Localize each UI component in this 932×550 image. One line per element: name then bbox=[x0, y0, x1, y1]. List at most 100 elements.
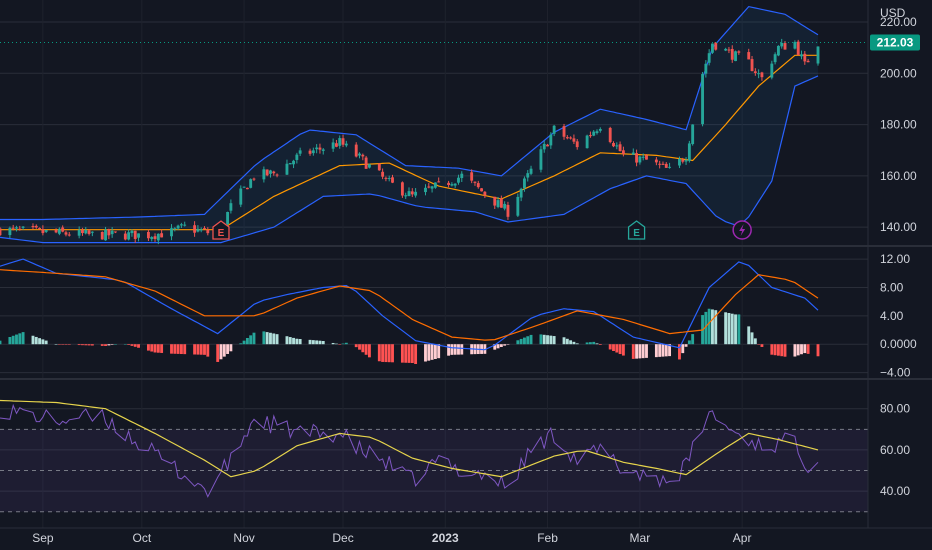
candle[interactable] bbox=[400, 181, 404, 198]
candle[interactable] bbox=[780, 38, 784, 49]
candle[interactable] bbox=[137, 233, 140, 242]
candle[interactable] bbox=[757, 69, 761, 79]
candle[interactable] bbox=[615, 142, 619, 150]
candle[interactable] bbox=[691, 124, 695, 146]
candle[interactable] bbox=[21, 226, 25, 230]
candle[interactable] bbox=[364, 155, 368, 169]
candle[interactable] bbox=[711, 43, 714, 54]
candle[interactable] bbox=[183, 221, 187, 227]
candle[interactable] bbox=[203, 226, 206, 230]
candle[interactable] bbox=[275, 173, 279, 178]
candle[interactable] bbox=[539, 145, 543, 173]
bollinger-upper-line[interactable] bbox=[0, 5, 819, 221]
candle[interactable] bbox=[77, 226, 81, 239]
candle[interactable] bbox=[473, 181, 477, 186]
candle[interactable] bbox=[460, 171, 464, 182]
candle[interactable] bbox=[354, 142, 358, 158]
candle[interactable] bbox=[701, 71, 704, 127]
candle[interactable] bbox=[681, 157, 685, 164]
candle[interactable] bbox=[569, 136, 573, 140]
candle[interactable] bbox=[562, 123, 566, 140]
price-axis[interactable]: USD 140.00 160.00 180.00 200.00 220.00 12.00 8… bbox=[880, 6, 917, 498]
candle[interactable] bbox=[678, 156, 681, 169]
candle[interactable] bbox=[170, 224, 173, 241]
candle[interactable] bbox=[776, 45, 780, 57]
candle[interactable] bbox=[38, 227, 42, 230]
candle[interactable] bbox=[727, 46, 731, 54]
bollinger-lower-line[interactable] bbox=[0, 75, 819, 244]
candle[interactable] bbox=[753, 68, 757, 76]
candle[interactable] bbox=[295, 152, 299, 164]
candle[interactable] bbox=[285, 159, 289, 175]
candle[interactable] bbox=[427, 183, 431, 189]
candle[interactable] bbox=[542, 140, 546, 153]
candle[interactable] bbox=[193, 221, 197, 237]
candle[interactable] bbox=[315, 144, 319, 154]
candle[interactable] bbox=[265, 169, 269, 177]
candle[interactable] bbox=[635, 149, 639, 167]
candle[interactable] bbox=[730, 45, 734, 63]
rsi-ma-line[interactable] bbox=[0, 399, 819, 478]
candle[interactable] bbox=[529, 165, 533, 176]
candle[interactable] bbox=[424, 184, 427, 196]
candle[interactable] bbox=[361, 153, 365, 161]
candle[interactable] bbox=[737, 50, 741, 55]
candle[interactable] bbox=[608, 126, 612, 144]
candle[interactable] bbox=[127, 229, 131, 241]
candle[interactable] bbox=[249, 178, 253, 189]
candle[interactable] bbox=[15, 225, 18, 232]
candle[interactable] bbox=[252, 177, 256, 181]
candle[interactable] bbox=[331, 138, 335, 152]
candle[interactable] bbox=[470, 169, 474, 184]
candle[interactable] bbox=[367, 163, 371, 169]
signal-line[interactable] bbox=[0, 269, 819, 341]
candle[interactable] bbox=[437, 177, 441, 183]
candle[interactable] bbox=[575, 139, 579, 150]
candle[interactable] bbox=[176, 224, 180, 231]
earnings-marker[interactable]: E bbox=[212, 220, 230, 240]
candle[interactable] bbox=[391, 174, 394, 184]
candle[interactable] bbox=[747, 48, 751, 60]
candle[interactable] bbox=[18, 225, 22, 231]
candle[interactable] bbox=[381, 168, 385, 180]
candle[interactable] bbox=[44, 229, 48, 234]
candle[interactable] bbox=[153, 233, 157, 242]
pane-separators[interactable] bbox=[0, 0, 932, 529]
candle[interactable] bbox=[704, 60, 708, 78]
candle[interactable] bbox=[34, 224, 38, 229]
candle[interactable] bbox=[724, 47, 728, 52]
candle[interactable] bbox=[54, 228, 58, 234]
candle[interactable] bbox=[81, 227, 84, 236]
candle[interactable] bbox=[447, 180, 451, 188]
candle[interactable] bbox=[714, 42, 718, 51]
candle[interactable] bbox=[645, 154, 648, 160]
candle[interactable] bbox=[707, 49, 711, 66]
candle[interactable] bbox=[621, 146, 625, 157]
candle[interactable] bbox=[565, 135, 569, 140]
candle[interactable] bbox=[552, 124, 556, 137]
candle[interactable] bbox=[654, 157, 658, 166]
candle[interactable] bbox=[430, 185, 434, 193]
candle[interactable] bbox=[199, 227, 203, 233]
candle[interactable] bbox=[226, 211, 230, 228]
candle[interactable] bbox=[242, 186, 246, 188]
price-pane[interactable] bbox=[0, 5, 868, 245]
candle[interactable] bbox=[104, 226, 107, 241]
candle[interactable] bbox=[107, 228, 111, 240]
candle[interactable] bbox=[384, 176, 388, 182]
candle[interactable] bbox=[387, 175, 391, 182]
candle[interactable] bbox=[0, 227, 2, 236]
candle[interactable] bbox=[298, 147, 302, 157]
candle[interactable] bbox=[816, 46, 820, 66]
candle[interactable] bbox=[110, 227, 114, 238]
candle[interactable] bbox=[341, 134, 345, 148]
candle[interactable] bbox=[123, 231, 127, 241]
candle[interactable] bbox=[519, 187, 523, 202]
candle[interactable] bbox=[344, 140, 348, 148]
candle[interactable] bbox=[114, 231, 117, 234]
earnings-marker[interactable]: E bbox=[627, 220, 646, 240]
candle[interactable] bbox=[595, 129, 599, 135]
candle[interactable] bbox=[598, 127, 602, 133]
candle[interactable] bbox=[783, 40, 787, 50]
candle[interactable] bbox=[516, 193, 520, 218]
